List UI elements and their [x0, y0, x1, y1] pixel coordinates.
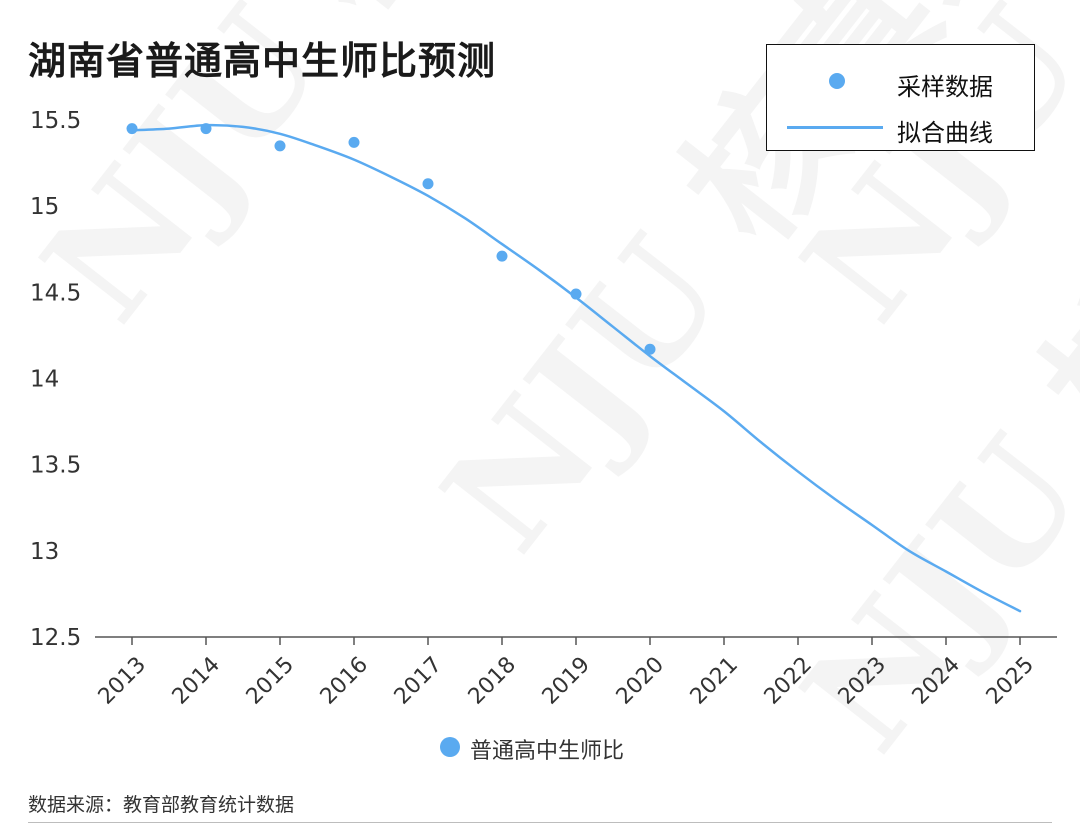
sample-point-2013[interactable]: [126, 123, 138, 135]
x-tick-label-2017: 2017: [390, 652, 447, 709]
y-tick-label-3: 14: [30, 367, 59, 393]
sample-point-2014[interactable]: [200, 123, 212, 135]
legend-label-points: 采样数据: [897, 73, 993, 101]
divider: [28, 822, 1052, 823]
x-tick-label-2018: 2018: [464, 652, 521, 709]
x-tick-label-2016: 2016: [316, 652, 373, 709]
chart-title: 湖南省普通高中生师比预测: [28, 39, 497, 83]
y-tick-label-5: 13: [30, 539, 59, 565]
y-axis: 15.5 15 14.5 14 13.5 13 12.5: [30, 108, 81, 651]
y-tick-label-6: 12.5: [30, 625, 81, 651]
legend-dot-icon: [829, 73, 845, 89]
y-tick-label-0: 15.5: [30, 108, 81, 134]
x-tick-label-2015: 2015: [242, 652, 299, 709]
y-tick-label-4: 13.5: [30, 453, 81, 479]
sample-points-layer: [126, 123, 656, 355]
series-dot-icon: [440, 737, 460, 757]
source-note: 数据来源：教育部教育统计数据: [28, 794, 295, 816]
x-tick-label-2013: 2013: [94, 652, 151, 709]
x-tick-label-2021: 2021: [686, 652, 743, 709]
legend-item-line: 拟合曲线: [767, 107, 1034, 147]
sample-point-2020[interactable]: [644, 343, 656, 355]
legend-label-line: 拟合曲线: [897, 119, 993, 147]
legend: 采样数据 拟合曲线: [766, 44, 1035, 151]
y-tick-label-1: 15: [30, 194, 59, 220]
x-tick-label-2014: 2014: [168, 652, 225, 709]
x-tick-label-2019: 2019: [538, 652, 595, 709]
y-tick-label-2: 14.5: [30, 280, 81, 306]
x-tick-label-2020: 2020: [612, 652, 669, 709]
series-legend-label: 普通高中生师比: [470, 739, 625, 764]
sample-point-2015[interactable]: [274, 140, 286, 152]
sample-point-2017[interactable]: [422, 178, 434, 190]
sample-point-2018[interactable]: [496, 250, 508, 262]
legend-item-points: 采样数据: [767, 61, 1034, 101]
sample-point-2019[interactable]: [570, 288, 582, 300]
sample-point-2016[interactable]: [348, 136, 360, 148]
legend-line-icon: [787, 126, 883, 129]
